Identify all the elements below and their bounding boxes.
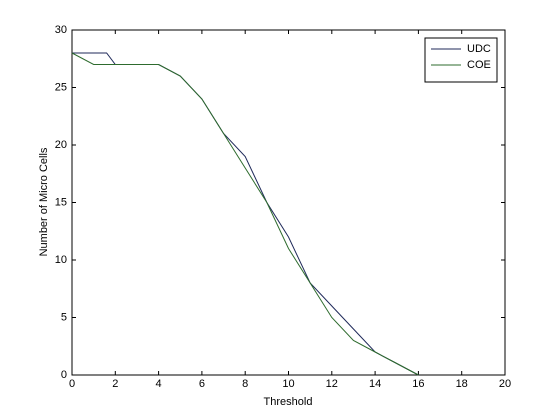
x-tick-label: 0 (69, 378, 75, 390)
y-tick-label: 30 (55, 24, 67, 36)
legend-box (424, 37, 498, 83)
x-tick-label: 10 (282, 378, 294, 390)
x-tick-label: 2 (112, 378, 118, 390)
y-tick-label: 0 (61, 369, 67, 381)
data-line (71, 52, 419, 376)
x-tick-label: 12 (326, 378, 338, 390)
x-tick-label: 18 (456, 378, 468, 390)
x-tick-label: 6 (199, 378, 205, 390)
x-tick-label: 20 (499, 378, 511, 390)
legend-label: UDC (467, 43, 491, 55)
y-tick-label: 25 (55, 81, 67, 93)
y-tick-label: 20 (55, 139, 67, 151)
x-tick-label: 14 (369, 378, 381, 390)
x-tick-label: 8 (242, 378, 248, 390)
x-tick-label: 16 (412, 378, 424, 390)
x-axis-label: Threshold (264, 396, 313, 408)
y-tick-label: 15 (55, 196, 67, 208)
x-tick-label: 4 (156, 378, 162, 390)
plot-area (71, 29, 506, 376)
y-axis-label: Number of Micro Cells (38, 147, 50, 256)
y-tick-label: 10 (55, 254, 67, 266)
y-tick-label: 5 (61, 311, 67, 323)
legend-label: COE (467, 59, 491, 71)
